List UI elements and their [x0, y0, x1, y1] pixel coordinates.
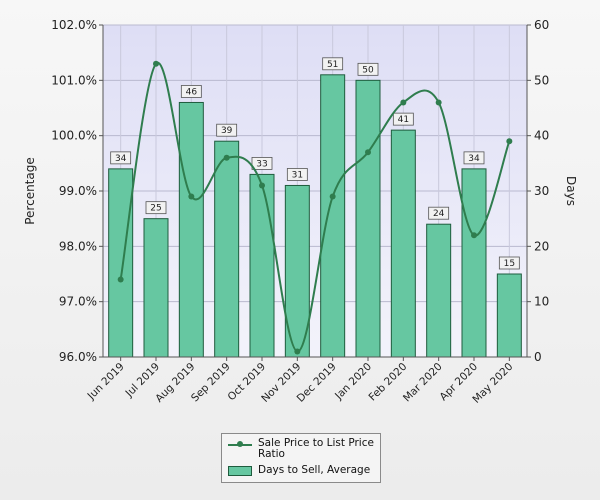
data-label-box [392, 112, 414, 126]
bar [143, 218, 169, 358]
left-tick-label: 96.0% [59, 350, 97, 364]
line-point [365, 149, 371, 156]
left-tick-label: 102.0% [51, 18, 97, 32]
x-tick-label: Mar 2020 [401, 361, 445, 405]
line-point [153, 60, 159, 67]
right-tick-label: 60 [534, 18, 549, 32]
right-axis-ticks: 0 10 20 30 40 50 60 [527, 18, 549, 364]
data-label-box [110, 151, 132, 165]
line-point [471, 232, 477, 239]
bar-series: 34 25 46 39 33 31 51 50 41 24 34 15 [108, 57, 522, 358]
data-label-box [145, 201, 167, 215]
right-axis-title: Days [564, 176, 578, 206]
legend-item-days: Days to Sell, Average [228, 465, 378, 476]
data-label-box [251, 156, 273, 170]
bar [108, 168, 134, 358]
bar [496, 273, 522, 358]
bar-swatch-icon [228, 466, 252, 476]
data-label-box [498, 256, 520, 270]
line-series [117, 60, 513, 355]
data-label-box [322, 57, 344, 71]
bar [178, 101, 204, 358]
data-label-box [216, 123, 238, 137]
bar [390, 129, 416, 358]
line-point [329, 193, 336, 200]
data-label: 15 [504, 259, 515, 269]
left-axis-ticks: 96.0% 97.0% 98.0% 99.0% 100.0% 101.0% 102.0% [51, 18, 103, 364]
right-tick-label: 10 [534, 295, 549, 309]
data-label-box [428, 206, 450, 220]
data-label: 51 [327, 60, 338, 70]
legend: Sale Price to List Price Ratio Days to S… [221, 433, 381, 483]
right-tick-label: 20 [534, 239, 549, 253]
data-label: 50 [362, 65, 374, 75]
line-point [294, 348, 301, 355]
left-tick-label: 100.0% [51, 129, 97, 143]
line-point [117, 276, 124, 283]
left-tick-label: 101.0% [51, 73, 97, 87]
line-point [435, 99, 442, 106]
line-point [223, 154, 230, 161]
line-point [506, 138, 513, 145]
x-tick-label: Sep 2019 [189, 361, 233, 405]
data-label: 33 [256, 159, 267, 169]
data-label-box [357, 62, 379, 76]
data-label: 31 [292, 170, 303, 180]
data-label: 39 [221, 126, 233, 136]
bar [284, 184, 310, 358]
line-point [400, 99, 407, 106]
data-label: 34 [115, 154, 127, 164]
legend-label-days: Days to Sell, Average [258, 464, 371, 476]
left-tick-label: 99.0% [59, 184, 97, 198]
legend-label-ratio: Sale Price to List Price Ratio [258, 437, 374, 460]
bar [426, 223, 452, 358]
left-axis-title: Percentage [23, 157, 37, 225]
right-tick-label: 50 [534, 73, 549, 87]
data-label: 25 [150, 204, 161, 214]
data-label-box [463, 151, 485, 165]
bar [320, 74, 346, 358]
line-marker-icon [228, 438, 252, 450]
right-tick-label: 30 [534, 184, 549, 198]
bar [355, 79, 381, 358]
line-point [188, 193, 195, 200]
bar [461, 168, 487, 358]
data-label: 46 [186, 87, 198, 97]
data-label: 41 [398, 115, 409, 125]
data-label: 24 [433, 209, 445, 219]
bar [214, 140, 240, 358]
data-label-box [180, 85, 202, 98]
line-point [259, 182, 265, 189]
legend-item-ratio: Sale Price to List Price Ratio [228, 438, 378, 460]
left-tick-label: 98.0% [59, 239, 97, 253]
right-tick-label: 0 [534, 350, 542, 364]
x-tick-label: Jun 2019 [85, 361, 127, 403]
data-label: 34 [468, 154, 480, 164]
left-tick-label: 97.0% [59, 295, 97, 309]
data-label-box [286, 168, 308, 181]
bar [249, 173, 275, 358]
right-tick-label: 40 [534, 129, 549, 143]
